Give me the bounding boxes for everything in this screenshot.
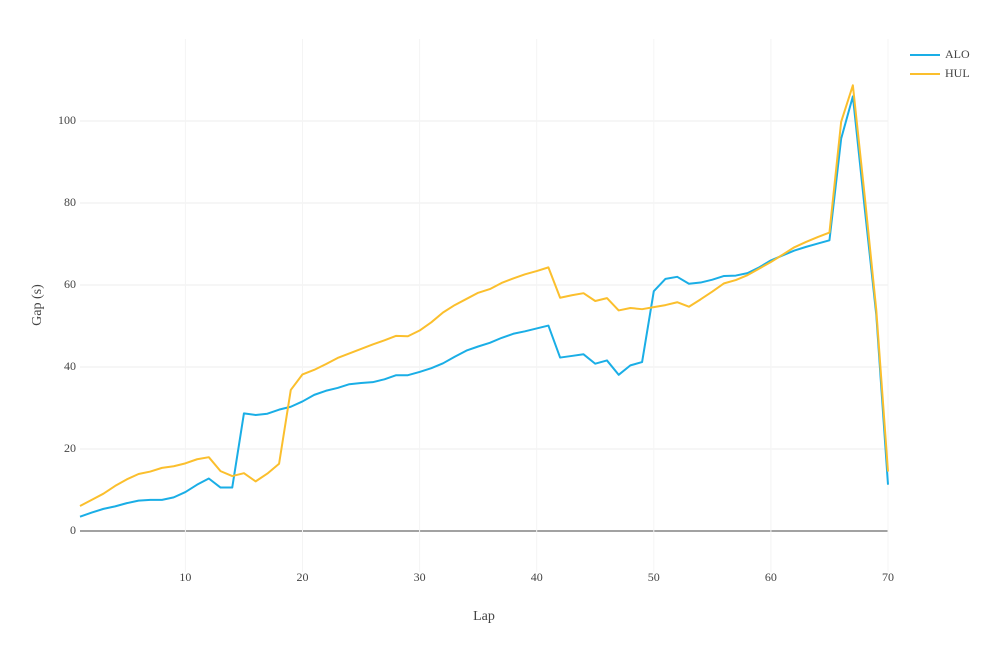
y-tick-label: 100: [58, 113, 76, 127]
y-tick-label: 80: [64, 195, 76, 209]
y-tick-label: 20: [64, 441, 76, 455]
y-tick-label: 0: [70, 523, 76, 537]
series-line: [79, 95, 889, 518]
x-tick-label: 50: [648, 570, 660, 584]
x-tick-label: 40: [531, 570, 543, 584]
y-tick-label: 40: [64, 359, 76, 373]
x-tick-label: 60: [765, 570, 777, 584]
legend-label: ALO: [945, 47, 970, 61]
legend-label: HUL: [945, 66, 970, 80]
x-tick-label: 30: [414, 570, 426, 584]
x-tick-label: 20: [296, 570, 308, 584]
x-tick-label: 70: [882, 570, 894, 584]
x-axis-title: Lap: [473, 609, 495, 624]
series-line: [79, 84, 889, 507]
x-tick-label: 10: [179, 570, 191, 584]
y-axis-title: Gap (s): [30, 284, 45, 326]
y-tick-label: 60: [64, 277, 76, 291]
